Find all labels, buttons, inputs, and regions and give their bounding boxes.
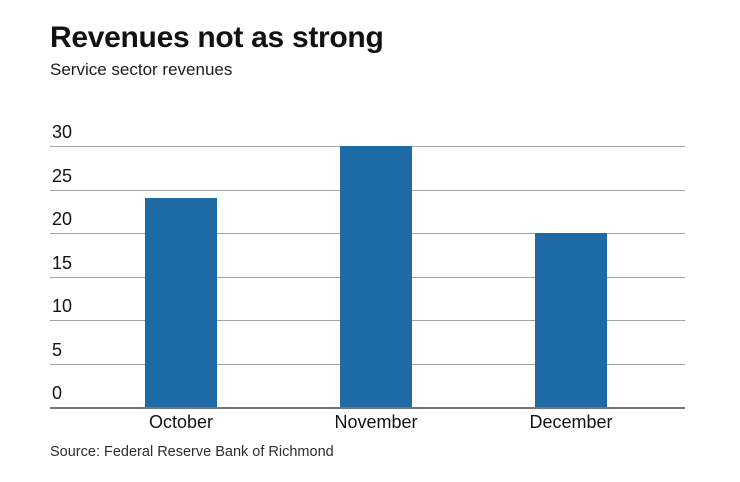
x-axis-label-december: December — [529, 412, 613, 432]
source-note: Source: Federal Reserve Bank of Richmond — [50, 444, 334, 460]
x-axis-baseline — [50, 407, 685, 409]
y-axis-tick-label: 20 — [52, 209, 73, 229]
y-axis-tick-label: 15 — [52, 252, 73, 273]
chart-title: Revenues not as strong — [50, 21, 384, 54]
bar-november — [340, 146, 412, 407]
chart-subtitle: Service sector revenues — [50, 60, 233, 79]
y-axis-tick-label: 0 — [52, 383, 63, 403]
y-axis-tick-label: 5 — [52, 339, 63, 360]
y-axis-tick-label: 30 — [52, 122, 73, 142]
bar-december — [535, 233, 607, 407]
x-axis-label-october: October — [148, 412, 214, 432]
y-axis-tick-label: 25 — [52, 165, 73, 186]
y-axis-tick-label: 10 — [52, 296, 73, 316]
x-axis-label-november: November — [334, 412, 418, 432]
bar-october — [145, 198, 217, 407]
